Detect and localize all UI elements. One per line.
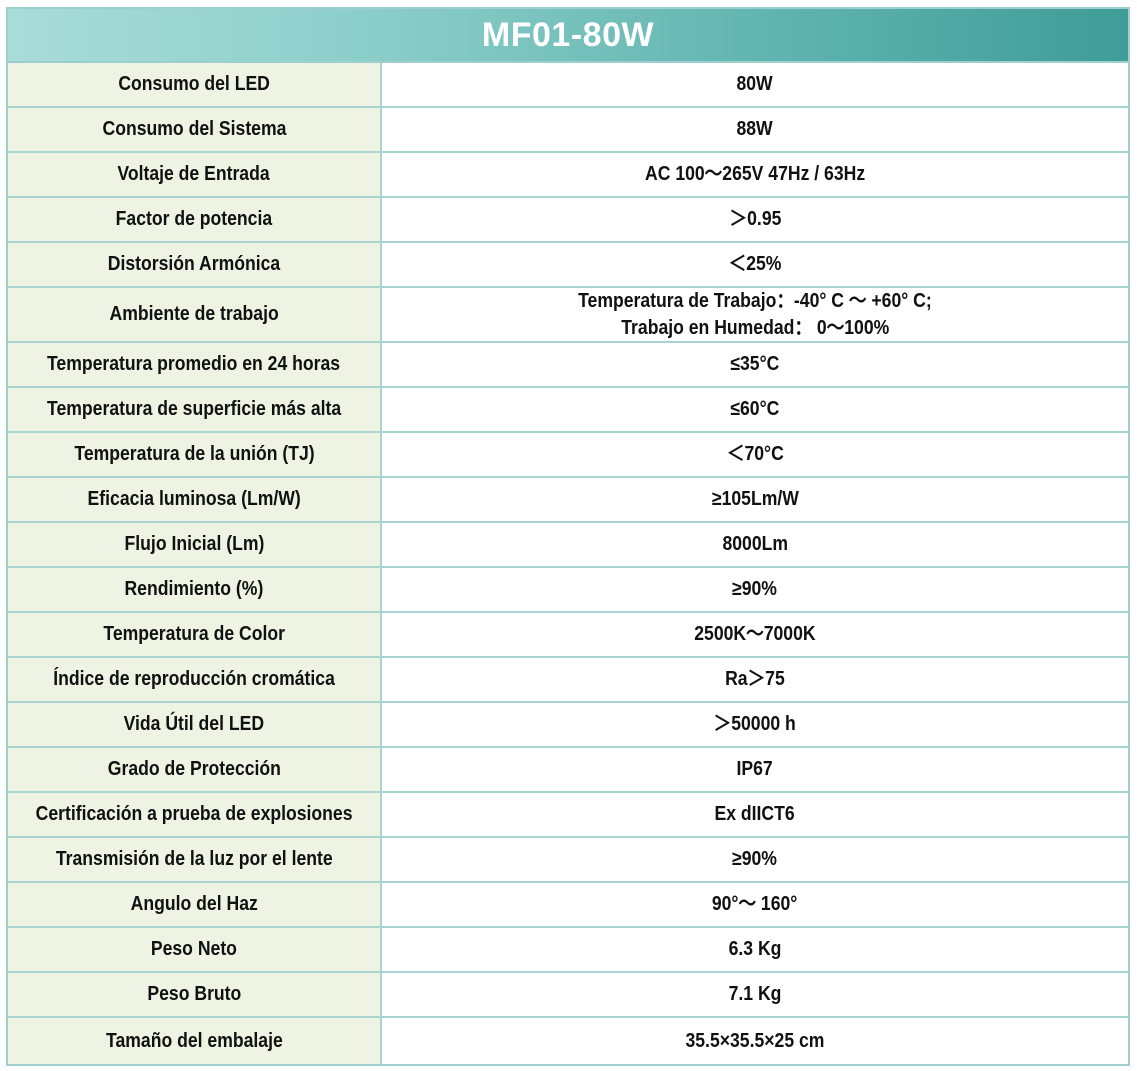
table-row: Consumo del LED 80W <box>8 63 1128 108</box>
row-label: Vida Útil del LED <box>8 703 382 746</box>
row-label: Consumo del Sistema <box>8 108 382 151</box>
row-label: Eficacia luminosa (Lm/W) <box>8 478 382 521</box>
row-value: 7.1 Kg <box>728 983 782 1005</box>
table-row: Angulo del Haz 90°～ 160° <box>8 883 1128 928</box>
row-value: ≥90% <box>732 848 778 870</box>
row-value: 6.3 Kg <box>728 938 782 960</box>
table-title: MF01-80W <box>481 15 655 54</box>
row-label: Transmisión de la luz por el lente <box>8 838 382 881</box>
table-row: Transmisión de la luz por el lente ≥90% <box>8 838 1128 883</box>
table-row: Factor de potencia ＞0.95 <box>8 198 1128 243</box>
row-value: ＜25% <box>728 253 782 275</box>
row-label: Peso Neto <box>8 928 382 971</box>
table-row: Rendimiento (%) ≥90% <box>8 568 1128 613</box>
row-value: 35.5×35.5×25 cm <box>685 1029 825 1052</box>
table-row: Consumo del Sistema 88W <box>8 108 1128 153</box>
spec-table: MF01-80W Consumo del LED 80W Consumo del… <box>6 7 1130 1066</box>
row-label: Distorsión Armónica <box>8 243 382 286</box>
row-label: Temperatura de la unión (TJ) <box>8 433 382 476</box>
row-value: ＜70°C <box>726 443 784 465</box>
table-row: Voltaje de Entrada AC 100～265V 47Hz / 63… <box>8 153 1128 198</box>
table-row: Temperatura promedio en 24 horas ≤35°C <box>8 343 1128 388</box>
row-value: ≥105Lm/W <box>711 488 799 510</box>
row-value: 90°～ 160° <box>712 893 798 915</box>
table-row: Distorsión Armónica ＜25% <box>8 243 1128 288</box>
row-label: Índice de reproducción cromática <box>8 658 382 701</box>
table-row: Peso Bruto 7.1 Kg <box>8 973 1128 1018</box>
row-value: 80W <box>736 73 774 95</box>
row-value-line1: Temperatura de Trabajo：-40° C ～ +60° C; <box>578 289 932 312</box>
title-bar: MF01-80W <box>8 9 1128 63</box>
row-label: Factor de potencia <box>8 198 382 241</box>
row-label: Grado de Protección <box>8 748 382 791</box>
row-label: Temperatura de Color <box>8 613 382 656</box>
row-value: Ra＞75 <box>725 668 785 690</box>
row-label: Rendimiento (%) <box>8 568 382 611</box>
row-value: IP67 <box>736 758 774 780</box>
table-row: Temperatura de superficie más alta ≤60°C <box>8 388 1128 433</box>
row-value: 2500K～7000K <box>694 623 816 645</box>
row-label: Flujo Inicial (Lm) <box>8 523 382 566</box>
row-value: ≥90% <box>732 578 778 600</box>
table-row: Grado de Protección IP67 <box>8 748 1128 793</box>
table-row: Peso Neto 6.3 Kg <box>8 928 1128 973</box>
row-label: Temperatura de superficie más alta <box>8 388 382 431</box>
table-row: Certificación a prueba de explosiones Ex… <box>8 793 1128 838</box>
row-label: Angulo del Haz <box>8 883 382 926</box>
row-value: 88W <box>736 118 774 140</box>
row-label: Consumo del LED <box>8 63 382 106</box>
row-value: ＞50000 h <box>713 713 797 735</box>
row-label: Temperatura promedio en 24 horas <box>8 343 382 386</box>
row-label: Peso Bruto <box>8 973 382 1016</box>
table-row: Temperatura de Color 2500K～7000K <box>8 613 1128 658</box>
row-value: ＞0.95 <box>729 208 781 230</box>
table-row: Índice de reproducción cromática Ra＞75 <box>8 658 1128 703</box>
row-value: ≤35°C <box>730 353 780 375</box>
row-label: Ambiente de trabajo <box>8 288 382 341</box>
table-row: Vida Útil del LED ＞50000 h <box>8 703 1128 748</box>
row-value: Ex dIICT6 <box>714 803 796 825</box>
row-label: Voltaje de Entrada <box>8 153 382 196</box>
table-row: Flujo Inicial (Lm) 8000Lm <box>8 523 1128 568</box>
table-row: Temperatura de la unión (TJ) ＜70°C <box>8 433 1128 478</box>
row-value: ≤60°C <box>730 398 780 420</box>
table-row: Tamaño del embalaje 35.5×35.5×25 cm <box>8 1018 1128 1064</box>
row-label: Tamaño del embalaje <box>8 1018 382 1064</box>
row-value: 8000Lm <box>722 533 788 555</box>
row-label: Certificación a prueba de explosiones <box>8 793 382 836</box>
row-value: Temperatura de Trabajo：-40° C ～ +60° C; … <box>382 288 1128 341</box>
table-row: Ambiente de trabajo Temperatura de Traba… <box>8 288 1128 343</box>
row-value-line2: Trabajo en Humedad： 0～100% <box>620 316 889 339</box>
row-value: AC 100～265V 47Hz / 63Hz <box>644 163 866 185</box>
table-row: Eficacia luminosa (Lm/W) ≥105Lm/W <box>8 478 1128 523</box>
spec-rows: Consumo del LED 80W Consumo del Sistema … <box>8 63 1128 1064</box>
